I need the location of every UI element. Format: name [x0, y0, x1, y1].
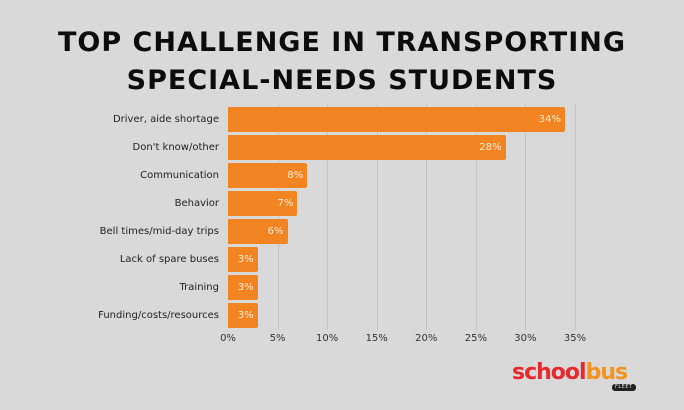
logo-fleet-badge: FLEET — [612, 384, 636, 391]
category-label: Funding/costs/resources — [98, 310, 219, 321]
bar-funding: 3% — [228, 303, 258, 328]
x-tick: 15% — [365, 333, 388, 344]
logo-bus-text: bus — [585, 360, 629, 385]
logo-school-text: school — [512, 360, 587, 385]
bar-value-label: 6% — [267, 226, 284, 237]
x-tick: 5% — [269, 333, 286, 344]
gridline — [277, 104, 279, 330]
bar-lack-of-spare-buses: 3% — [228, 247, 258, 272]
gridline — [327, 104, 329, 330]
x-tick: 0% — [220, 333, 236, 344]
bar-value-label: 34% — [538, 114, 561, 125]
category-label: Don't know/other — [132, 142, 219, 153]
bar-training: 3% — [228, 275, 258, 300]
bar-communication: 8% — [228, 163, 308, 188]
plot-area: 34% 28% 8% 7% 6% 3% 3% 3% — [228, 104, 576, 330]
category-label: Lack of spare buses — [119, 254, 219, 265]
schoolbus-fleet-logo: schoolbus FLEET — [512, 360, 636, 391]
category-label: Driver, aide shortage — [112, 114, 219, 125]
gridline — [376, 104, 378, 330]
bar-value-label: 7% — [277, 198, 294, 209]
x-tick: 30% — [514, 333, 537, 344]
gridline — [525, 104, 527, 330]
x-tick: 20% — [415, 333, 438, 344]
gridline — [475, 104, 477, 330]
chart-title: TOP CHALLENGE IN TRANSPORTING SPECIAL-NE… — [0, 24, 684, 100]
bar-value-label: 3% — [237, 254, 254, 265]
bar-driver-aide-shortage: 34% — [228, 107, 565, 132]
bar-value-label: 3% — [237, 310, 254, 321]
category-label: Behavior — [174, 198, 219, 209]
bar-dont-know-other: 28% — [228, 135, 506, 160]
category-label: Communication — [140, 170, 219, 181]
x-tick: 10% — [315, 333, 339, 344]
gridline — [575, 104, 576, 330]
gridline — [426, 104, 428, 330]
chart-title-line-1: TOP CHALLENGE IN TRANSPORTING — [57, 27, 627, 58]
bar-value-label: 8% — [287, 170, 304, 181]
category-label: Training — [179, 282, 219, 293]
bar-behavior: 7% — [228, 191, 298, 216]
category-label: Bell times/mid-day trips — [99, 226, 219, 237]
bar-value-label: 28% — [479, 142, 502, 153]
x-tick: 35% — [563, 333, 587, 344]
chart-title-line-2: SPECIAL-NEEDS STUDENTS — [126, 65, 558, 96]
bar-bell-times: 6% — [228, 219, 288, 244]
bar-value-label: 3% — [237, 282, 254, 293]
x-tick: 25% — [464, 333, 487, 344]
